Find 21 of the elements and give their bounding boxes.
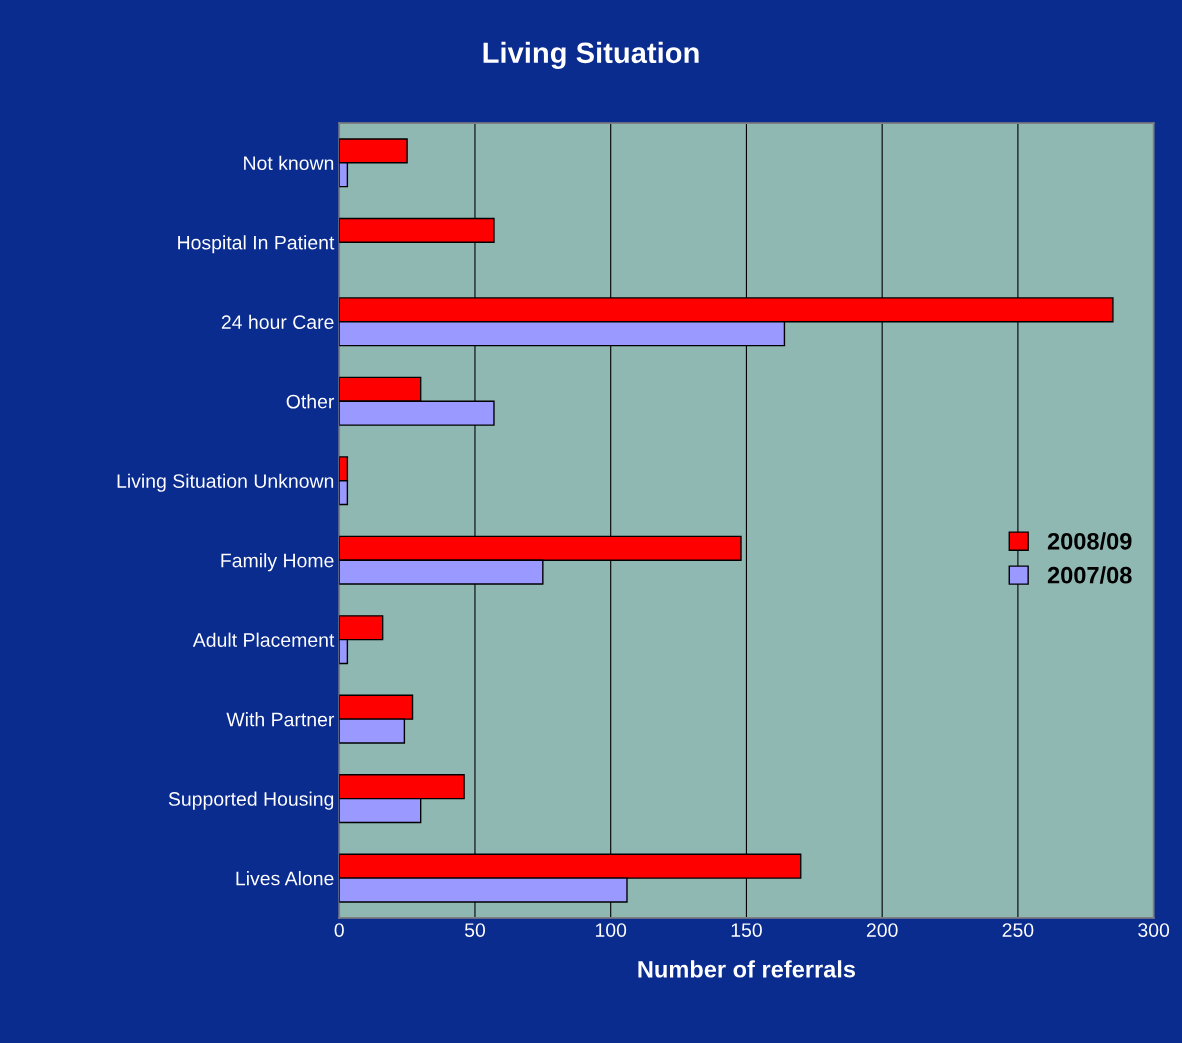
- x-tick-label: 150: [731, 923, 762, 937]
- x-tick-label: 200: [866, 923, 898, 937]
- x-tick-label: 50: [464, 923, 486, 937]
- x-tick-label: 300: [1138, 923, 1170, 937]
- x-tick-label: 100: [595, 923, 627, 937]
- y-tick-label: Lives Alone: [236, 871, 334, 886]
- x-axis-title: Number of referrals: [638, 960, 856, 978]
- y-tick-label: Hospital In Patient: [178, 235, 335, 254]
- y-tick-label: Family Home: [221, 553, 334, 572]
- y-tick-label: Supported Housing: [168, 791, 334, 810]
- chart-title: Living Situation: [483, 41, 699, 70]
- x-tick-label: 250: [1002, 923, 1034, 937]
- y-tick-label: Other: [286, 394, 335, 409]
- y-tick-label: With Partner: [226, 712, 335, 727]
- legend-label: 2007/08: [1047, 566, 1132, 584]
- legend-label: 2008/09: [1047, 532, 1132, 550]
- x-tick-label: 0: [334, 923, 344, 937]
- y-tick-label: Living Situation Unknown: [117, 473, 334, 492]
- y-tick-label: Not known: [244, 155, 334, 171]
- y-tick-label: 24 hour Care: [221, 314, 334, 329]
- y-tick-label: Adult Placement: [192, 632, 335, 647]
